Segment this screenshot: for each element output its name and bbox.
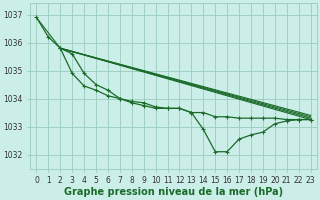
X-axis label: Graphe pression niveau de la mer (hPa): Graphe pression niveau de la mer (hPa) xyxy=(64,187,283,197)
